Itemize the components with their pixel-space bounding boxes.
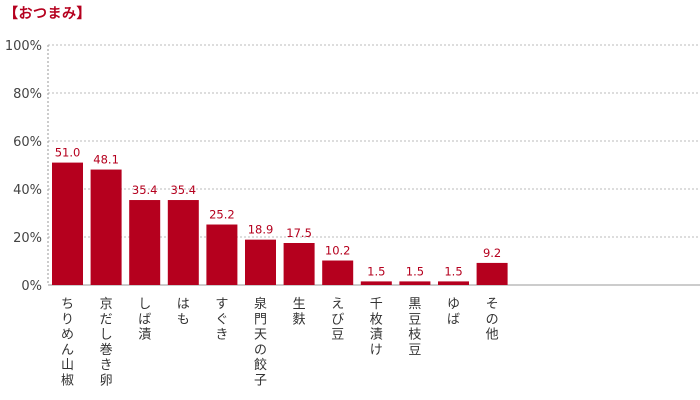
data-label: 48.1 xyxy=(93,153,119,167)
x-tick-label: 黒豆枝豆 xyxy=(408,297,421,358)
bar xyxy=(245,239,276,285)
bars xyxy=(52,162,508,285)
data-label: 17.5 xyxy=(286,226,312,240)
y-tick-label: 0% xyxy=(21,279,42,294)
data-label: 25.2 xyxy=(209,208,235,222)
bar xyxy=(360,281,392,285)
x-tick-label: 生麩 xyxy=(293,297,306,327)
bar xyxy=(167,200,199,285)
y-tick-label: 20% xyxy=(13,231,42,246)
bar xyxy=(52,162,83,285)
data-label: 10.2 xyxy=(325,244,351,258)
bar xyxy=(206,224,238,285)
y-tick-label: 80% xyxy=(13,87,42,102)
data-label: 9.2 xyxy=(483,246,501,260)
x-tick-label: えび豆 xyxy=(331,297,344,343)
x-tick-label: 千枚漬け xyxy=(370,297,383,358)
bar xyxy=(476,262,508,285)
bar xyxy=(322,260,354,285)
y-axis: 0% 20% 40% 60% 80% 100% xyxy=(5,39,49,294)
data-label: 1.5 xyxy=(444,264,462,278)
x-tick-label: はも xyxy=(177,297,190,327)
bar xyxy=(129,200,161,285)
bar xyxy=(283,243,315,285)
x-axis-labels: ちりめん山椒 京だし巻き卵 しば漬 はも すぐき 泉門天の餃子 生麩 えび豆 千枚漬け 黒豆枝豆 ゆ… xyxy=(61,296,499,389)
x-tick-label: ゆば xyxy=(447,297,460,327)
x-tick-label: 泉門天の餃子 xyxy=(254,296,267,389)
bar xyxy=(399,281,431,285)
data-labels: 51.0 48.1 35.4 35.4 25.2 18.9 17.5 10.2 1.5 1.5 1.… xyxy=(55,146,502,279)
x-tick-label: しば漬 xyxy=(138,297,151,343)
y-tick-label: 60% xyxy=(13,135,42,150)
x-tick-label: その他 xyxy=(486,297,499,343)
data-label: 51.0 xyxy=(55,146,81,160)
y-tick-label: 40% xyxy=(13,183,42,198)
data-label: 35.4 xyxy=(132,183,158,197)
x-tick-label: すぐき xyxy=(215,297,228,343)
data-label: 35.4 xyxy=(170,183,196,197)
data-label: 1.5 xyxy=(406,264,424,278)
chart-title: 【おつまみ】 xyxy=(4,6,91,22)
x-tick-label: ちりめん山椒 xyxy=(61,297,74,389)
bar xyxy=(90,169,122,285)
y-tick-label: 100% xyxy=(5,39,42,54)
data-label: 1.5 xyxy=(367,264,385,278)
x-tick-label: 京だし巻き卵 xyxy=(100,297,113,389)
bar xyxy=(438,281,469,285)
data-label: 18.9 xyxy=(248,223,274,237)
